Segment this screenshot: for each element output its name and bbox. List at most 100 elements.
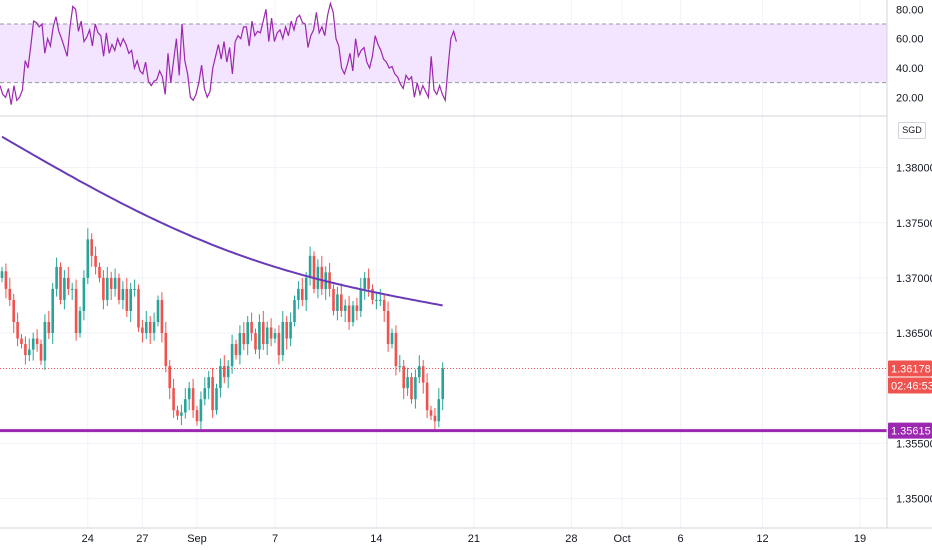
candle-up	[289, 322, 292, 339]
candle-down	[254, 333, 257, 350]
candle-up	[145, 322, 148, 334]
candle-up	[43, 322, 47, 361]
current-price-label: 1.36178	[891, 364, 931, 376]
rsi-axis: 80.00 60.00 40.00 20.00	[896, 4, 924, 104]
price-pane[interactable]	[0, 135, 887, 433]
rsi-pane[interactable]	[0, 1, 887, 105]
candle-down	[59, 266, 62, 300]
candle-up	[82, 277, 86, 311]
candle-down	[4, 271, 8, 289]
candle-up	[31, 338, 35, 350]
moving-average-line	[1, 135, 443, 307]
candle-up	[351, 305, 355, 322]
time-tick-label: 27	[136, 533, 148, 545]
current-price-tag	[888, 360, 932, 377]
candle-up	[156, 299, 160, 322]
candle-down	[137, 288, 140, 328]
candle-up	[184, 399, 187, 413]
price-tick-label: 1.38000	[896, 163, 932, 175]
candle-up	[113, 277, 117, 289]
price-axis[interactable]: 1.38000 1.37500 1.37000 1.36500 1.35500 1.350…	[896, 163, 932, 506]
candle-down	[347, 305, 351, 322]
candle-down	[242, 333, 246, 345]
price-tags: 1.36178 02:46:53 1.35615	[888, 360, 932, 439]
candle-down	[160, 299, 164, 334]
price-tick-label: 1.37000	[896, 273, 932, 285]
candle-up	[78, 310, 82, 334]
candle-down	[24, 344, 27, 356]
candle-up	[215, 388, 218, 411]
candle-up	[343, 305, 347, 311]
candle-down	[102, 277, 105, 300]
time-tick-label: Oct	[614, 533, 631, 545]
candle-up	[297, 288, 300, 300]
candle-down	[340, 294, 343, 311]
candle-down	[109, 277, 113, 289]
candle-down	[125, 288, 129, 311]
candle-up	[28, 349, 31, 356]
candle-up	[441, 368, 444, 400]
currency-button[interactable]: SGD	[898, 122, 926, 139]
support-price-label: 1.35615	[891, 426, 931, 438]
candle-down	[320, 266, 324, 289]
candle-up	[86, 239, 90, 278]
candle-down	[250, 322, 253, 334]
candle-down	[47, 322, 51, 334]
candle-up	[63, 277, 66, 300]
candle-up	[0, 271, 4, 278]
time-tick-label: 21	[468, 533, 480, 545]
candle-down	[168, 366, 171, 389]
candle-down	[429, 410, 433, 416]
candle-down	[94, 255, 97, 267]
time-axis[interactable]: 24 27 Sep 7 14 21 28 Oct 6 12 19	[82, 533, 866, 545]
candle-down	[367, 277, 370, 289]
candle-down	[234, 344, 238, 356]
time-tick-label: 7	[272, 533, 278, 545]
support-price-tag	[888, 422, 932, 439]
candle-down	[421, 366, 425, 383]
candle-up	[180, 412, 183, 416]
candle-down	[425, 382, 429, 411]
candle-down	[433, 415, 437, 422]
candle-up	[406, 377, 409, 389]
time-tick-label: 14	[370, 533, 382, 545]
candle-up	[414, 377, 417, 400]
candle-down	[98, 266, 101, 278]
candle-up	[238, 333, 242, 356]
candle-up	[281, 322, 285, 356]
candle-down	[211, 377, 214, 411]
candle-down	[8, 288, 12, 300]
time-tick-label: Sep	[187, 533, 207, 545]
candle-up	[219, 366, 222, 389]
candle-down	[312, 255, 316, 289]
candle-up	[121, 288, 125, 300]
candle-down	[148, 322, 152, 334]
rsi-line	[0, 1, 457, 105]
countdown-tag	[888, 377, 932, 394]
price-tick-label: 1.35500	[896, 438, 932, 450]
candle-down	[285, 322, 288, 339]
candle-up	[273, 333, 277, 339]
candle-down	[328, 272, 331, 289]
candle-up	[265, 327, 269, 345]
candle-up	[51, 288, 54, 334]
candle-down	[172, 388, 175, 411]
rsi-tick-label: 80.00	[896, 4, 924, 16]
candle-up	[258, 322, 261, 350]
time-tick-label: 24	[82, 533, 94, 545]
candle-down	[332, 288, 335, 311]
candles	[0, 228, 444, 431]
candle-up	[129, 288, 132, 311]
candle-up	[55, 266, 58, 289]
candle-down	[74, 288, 78, 334]
candle-down	[355, 305, 359, 311]
candle-up	[375, 299, 378, 301]
candle-up	[379, 299, 382, 301]
rsi-band	[0, 24, 887, 83]
grid	[0, 0, 887, 528]
candle-up	[187, 388, 191, 400]
candle-down	[67, 277, 70, 289]
candle-up	[226, 366, 230, 378]
candle-down	[277, 333, 281, 356]
